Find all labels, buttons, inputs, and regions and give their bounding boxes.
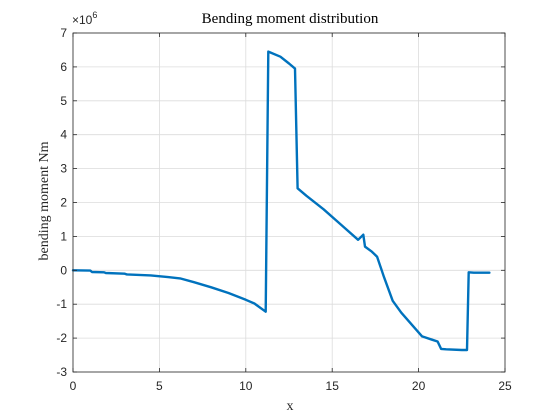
x-tick-label: 15	[326, 379, 340, 393]
x-tick-label: 10	[239, 379, 253, 393]
y-exponent-base: ×10	[72, 13, 93, 27]
y-tick-label: 3	[60, 162, 67, 176]
bending-moment-line	[71, 50, 491, 352]
x-tick-label: 25	[498, 379, 512, 393]
series-layer	[71, 50, 491, 352]
y-tick-label: 4	[60, 128, 67, 142]
y-tick-label: 7	[60, 26, 67, 40]
y-axis-label: bending moment Nm	[37, 141, 52, 260]
y-tick-label: 6	[60, 60, 67, 74]
y-exponent-power: 6	[92, 10, 97, 20]
axis-ticks: 0 5 10 15 20 25 -3 -2 -1 0 1 2 3 4 5 6 7	[56, 26, 512, 393]
x-tick-label: 20	[412, 379, 426, 393]
y-tick-label: 2	[60, 196, 67, 210]
y-tick-label: 1	[60, 229, 67, 243]
y-tick-label: -1	[56, 297, 67, 311]
y-tick-label: 0	[60, 263, 67, 277]
x-axis-label: x	[287, 399, 294, 414]
x-tick-label: 0	[70, 379, 77, 393]
y-tick-label: -3	[56, 365, 67, 379]
x-tick-label: 5	[156, 379, 163, 393]
y-tick-label: 5	[60, 94, 67, 108]
y-exponent-label: ×106	[72, 10, 97, 27]
chart-title: Bending moment distribution	[202, 11, 379, 27]
y-tick-label: -2	[56, 331, 67, 345]
